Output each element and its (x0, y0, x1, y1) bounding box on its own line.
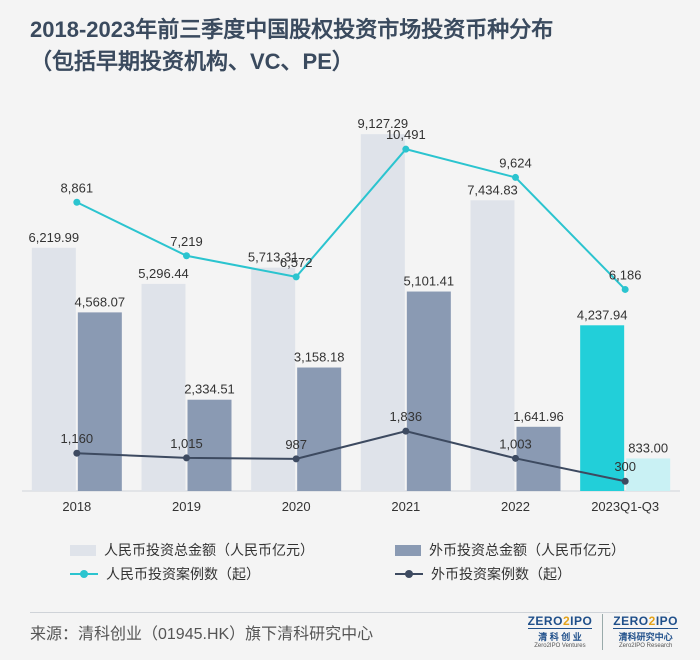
fx-cases-label: 300 (614, 459, 636, 474)
fx-cases-point (402, 427, 410, 435)
footer-divider (30, 612, 670, 613)
bar-fx-amount (297, 367, 342, 491)
label-fx-amount: 1,641.96 (513, 409, 564, 424)
x-tick-label: 2019 (172, 499, 201, 514)
label-rmb-amount: 7,434.83 (467, 182, 518, 197)
legend-marker-fx-cases (395, 568, 423, 580)
logo-group: ZERO2IPO 清 科 创 业 Zero2IPO Ventures ZERO2… (527, 614, 678, 650)
fx-cases-label: 987 (285, 437, 307, 452)
logo-en: Zero2IPO Ventures (534, 643, 586, 649)
legend-label-fx-amount: 外币投资总金额（人民币亿元） (429, 542, 625, 558)
rmb-cases-point (402, 145, 410, 153)
chart-title-line2: （包括早期投资机构、VC、PE） (30, 49, 354, 74)
rmb-cases-point (183, 252, 190, 260)
fx-cases-label: 1,003 (499, 436, 532, 451)
fx-cases-label: 1,015 (170, 436, 203, 451)
zero2ipo-research-logo: ZERO2IPO 清科研究中心 Zero2IPO Research (613, 614, 678, 649)
chart-title-line1: 2018-2023年前三季度中国股权投资市场投资币种分布 (30, 17, 554, 42)
label-fx-amount: 5,101.41 (404, 274, 455, 289)
legend-label-rmb-amount: 人民币投资总金额（人民币亿元） (104, 542, 314, 558)
rmb-cases-label: 7,219 (170, 234, 203, 249)
label-fx-amount: 4,568.07 (75, 294, 126, 309)
label-fx-amount: 3,158.18 (294, 350, 345, 365)
bar-fx-amount (187, 399, 232, 491)
x-tick-label: 2020 (282, 499, 311, 514)
legend-swatch-fx-amount (395, 544, 421, 556)
fx-cases-point (73, 449, 81, 457)
x-tick-label: 2018 (62, 499, 91, 514)
label-rmb-amount: 5,713.31 (248, 250, 299, 265)
rmb-cases-line (76, 148, 626, 291)
legend-swatch-rmb-amount (70, 544, 96, 556)
rmb-cases-label: 9,624 (499, 155, 532, 170)
logo-brand-a: ZERO (613, 614, 649, 628)
bar-rmb-amount (31, 247, 76, 491)
fx-cases-point (183, 454, 190, 462)
bar-rmb-amount (580, 325, 625, 491)
fx-cases-line (76, 430, 626, 483)
zero2ipo-ventures-logo: ZERO2IPO 清 科 创 业 Zero2IPO Ventures (527, 614, 593, 649)
logo-separator (602, 614, 604, 650)
legend-item-fx-cases: 外币投资案例数（起） (395, 564, 571, 584)
label-rmb-amount: 6,219.99 (29, 230, 80, 245)
rmb-cases-point (292, 273, 300, 281)
chart-area: 6,219.99 4,568.07 2018 5,296.44 2,334.51 2019… (22, 116, 680, 514)
bar-rmb-amount (251, 267, 296, 491)
fx-cases-label: 1,160 (61, 431, 94, 446)
legend-item-rmb-amount: 人民币投资总金额（人民币亿元） (70, 540, 314, 560)
fx-cases-label: 1,836 (390, 409, 423, 424)
rmb-cases-point (621, 285, 629, 293)
rmb-cases-label: 6,186 (609, 267, 642, 282)
fx-cases-point (512, 454, 519, 462)
bar-fx-amount (77, 312, 122, 491)
label-fx-amount: 2,334.51 (184, 382, 235, 397)
legend-item-rmb-cases: 人民币投资案例数（起） (70, 564, 260, 584)
logo-brand-b: IPO (570, 614, 593, 628)
rmb-cases-point (512, 173, 519, 181)
logo-brand-a: ZERO (527, 614, 563, 628)
legend-marker-rmb-cases (70, 568, 98, 580)
logo-cn: 清 科 创 业 (538, 632, 582, 642)
x-tick-label: 2022 (501, 499, 530, 514)
x-tick-label: 2021 (391, 499, 420, 514)
bar-fx-amount (516, 426, 561, 491)
legend-label-rmb-cases: 人民币投资案例数（起） (106, 566, 260, 582)
bar-fx-amount (406, 291, 451, 491)
bar-rmb-amount (141, 283, 186, 491)
logo-cn: 清科研究中心 (618, 632, 673, 642)
rmb-cases-label: 10,491 (386, 127, 426, 142)
label-rmb-amount: 4,237.94 (577, 307, 628, 322)
rmb-cases-label: 6,572 (280, 255, 313, 270)
bar-rmb-amount (470, 200, 515, 491)
fx-cases-point (292, 455, 300, 463)
label-rmb-amount: 9,127.29 (358, 116, 409, 131)
fx-cases-point (621, 477, 629, 485)
source-note: 来源：清科创业（01945.HK）旗下清科研究中心 (30, 626, 374, 643)
legend-item-fx-amount: 外币投资总金额（人民币亿元） (395, 540, 625, 560)
label-rmb-amount: 5,296.44 (138, 266, 189, 281)
x-tick-label: 2023Q1-Q3 (591, 499, 659, 514)
chart-title: 2018-2023年前三季度中国股权投资市场投资币种分布 （包括早期投资机构、V… (30, 14, 553, 78)
label-fx-amount: 833.00 (628, 440, 668, 455)
logo-en: Zero2IPO Research (618, 643, 673, 649)
logo-brand-b: IPO (655, 614, 678, 628)
bar-fx-amount (626, 458, 671, 491)
rmb-cases-point (73, 198, 81, 206)
legend-label-fx-cases: 外币投资案例数（起） (431, 566, 571, 582)
rmb-cases-label: 8,861 (61, 180, 94, 195)
